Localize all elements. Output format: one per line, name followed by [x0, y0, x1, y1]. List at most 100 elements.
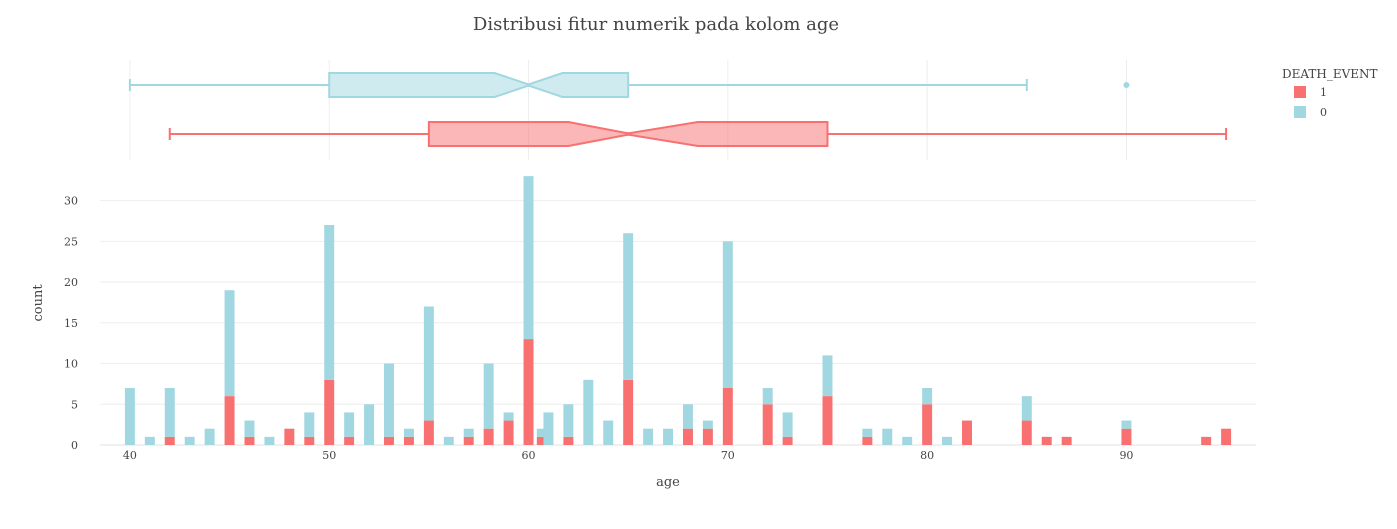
x-tick-label: 40	[123, 449, 137, 462]
bar-0	[483, 363, 494, 429]
bar-1	[503, 420, 514, 445]
bar-0	[722, 241, 733, 388]
bar-0	[244, 420, 255, 437]
bar-0	[443, 436, 454, 445]
bar-0	[144, 436, 155, 445]
box-0	[128, 72, 1130, 98]
bar-1	[384, 436, 394, 445]
box-body	[328, 72, 630, 98]
y-tick-label: 20	[64, 276, 78, 289]
bar-0	[204, 428, 215, 445]
y-tick-label: 5	[71, 398, 78, 411]
bar-1	[536, 436, 547, 445]
bar-0	[384, 363, 394, 437]
bar-0	[643, 428, 654, 445]
x-axis-title: age	[656, 475, 680, 490]
bar-1	[1021, 420, 1032, 445]
bar-1	[244, 436, 255, 445]
bar-0	[344, 412, 355, 437]
x-tick-label: 80	[920, 449, 934, 462]
bar-1	[344, 436, 355, 445]
bar-0	[782, 412, 793, 437]
chart-title: Distribusi fitur numerik pada kolom age	[473, 14, 839, 35]
grid-layer	[100, 60, 1256, 446]
bar-1	[962, 420, 972, 445]
y-tick-label: 25	[64, 235, 78, 248]
legend-swatch-0	[1294, 106, 1306, 118]
bar-0	[623, 233, 634, 380]
bar-0	[702, 420, 713, 429]
bar-1	[423, 420, 434, 445]
bar-0	[264, 436, 275, 445]
bar-1	[722, 387, 733, 445]
bar-0	[364, 404, 375, 445]
bar-0	[224, 290, 235, 397]
bar-0	[902, 436, 913, 445]
bar-0	[304, 412, 315, 437]
y-tick-label: 30	[64, 195, 78, 208]
bar-1	[284, 428, 295, 445]
bar-0	[762, 387, 773, 405]
bar-0	[164, 387, 175, 437]
bar-0	[523, 176, 534, 340]
bar-1	[702, 428, 713, 445]
bar-0	[862, 428, 873, 437]
legend-label-1: 1	[1320, 86, 1327, 99]
bar-0	[536, 428, 547, 437]
bar-0	[682, 404, 693, 429]
y-tick-label: 0	[71, 439, 78, 452]
y-tick-label: 10	[64, 358, 78, 371]
x-tick-label: 70	[721, 449, 735, 462]
bar-1	[1061, 436, 1072, 445]
bar-0	[822, 355, 833, 397]
y-axis-title: count	[31, 284, 46, 322]
bar-0	[583, 379, 594, 445]
bar-1	[164, 436, 175, 445]
bar-0	[922, 387, 933, 405]
bar-1	[1121, 428, 1132, 445]
bar-1	[463, 436, 474, 445]
bar-1	[523, 339, 534, 445]
y-tick-label: 15	[64, 317, 78, 330]
bar-0	[463, 428, 474, 437]
legend-label-0: 0	[1320, 106, 1327, 119]
bar-0	[324, 225, 335, 380]
bar-0	[423, 306, 434, 421]
bar-0	[882, 428, 893, 445]
bar-0	[1021, 396, 1032, 421]
bar-1	[483, 428, 494, 445]
bar-1	[782, 436, 793, 445]
bar-1	[1201, 436, 1212, 445]
bar-0	[403, 428, 414, 437]
bar-layer	[124, 176, 1232, 445]
bar-1	[822, 396, 833, 445]
box-1	[168, 121, 1228, 147]
bar-1	[304, 436, 315, 445]
bar-0	[503, 412, 514, 421]
bar-0	[942, 436, 953, 445]
bar-1	[563, 436, 574, 445]
bar-0	[184, 436, 195, 445]
bar-1	[224, 396, 235, 445]
bar-1	[862, 436, 873, 445]
legend: DEATH_EVENT 1 0	[1282, 67, 1378, 119]
bar-1	[324, 379, 335, 445]
bar-0	[563, 404, 574, 437]
bar-1	[623, 379, 634, 445]
box-layer	[128, 72, 1228, 147]
bar-1	[762, 404, 773, 445]
legend-swatch-1	[1294, 86, 1306, 98]
bar-0	[543, 412, 554, 445]
bar-0	[124, 387, 135, 445]
axis-layer: 0 5 10 15 20 25 30 40 50 60 70 80 90	[64, 195, 1133, 462]
bar-0	[663, 428, 674, 445]
bar-1	[1221, 428, 1232, 445]
bar-1	[1041, 436, 1052, 445]
bar-0	[603, 420, 614, 445]
bar-1	[922, 404, 933, 445]
legend-title: DEATH_EVENT	[1282, 67, 1378, 81]
bar-1	[403, 436, 414, 445]
x-tick-label: 60	[522, 449, 536, 462]
